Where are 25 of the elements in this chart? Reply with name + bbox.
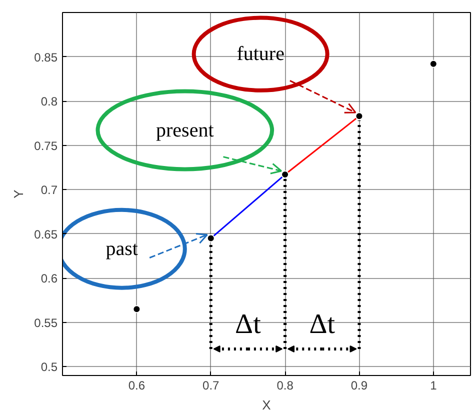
annotation: future bbox=[236, 43, 285, 66]
point bbox=[132, 305, 141, 314]
annotation: past bbox=[106, 238, 138, 260]
x-tick-label: 0.6 bbox=[128, 378, 146, 392]
y-tick-label: 0.6 bbox=[40, 272, 58, 286]
annotation: Δt bbox=[235, 309, 262, 340]
point bbox=[281, 170, 290, 179]
y-tick-label: 0.85 bbox=[34, 50, 58, 64]
x-tick-label: 1 bbox=[430, 378, 438, 392]
y-tick-label: 0.55 bbox=[34, 316, 58, 330]
x-tick-label: 0.9 bbox=[350, 378, 368, 392]
y-tick-label: 0.7 bbox=[40, 183, 58, 198]
x-axis-title: X bbox=[262, 398, 272, 412]
y-tick-label: 0.8 bbox=[40, 94, 58, 109]
y-axis-title: Y bbox=[11, 189, 26, 198]
y-tick-label: 0.75 bbox=[34, 138, 58, 153]
y-tick-label: 0.65 bbox=[34, 227, 58, 242]
annotation: Δt bbox=[309, 309, 336, 340]
point bbox=[429, 60, 438, 68]
point bbox=[355, 112, 364, 120]
x-tick-label: 0.7 bbox=[202, 378, 220, 392]
y-tick-label: 0.5 bbox=[40, 360, 58, 374]
annotation: present bbox=[156, 119, 214, 142]
point bbox=[206, 234, 215, 242]
x-tick-label: 0.8 bbox=[276, 378, 294, 392]
